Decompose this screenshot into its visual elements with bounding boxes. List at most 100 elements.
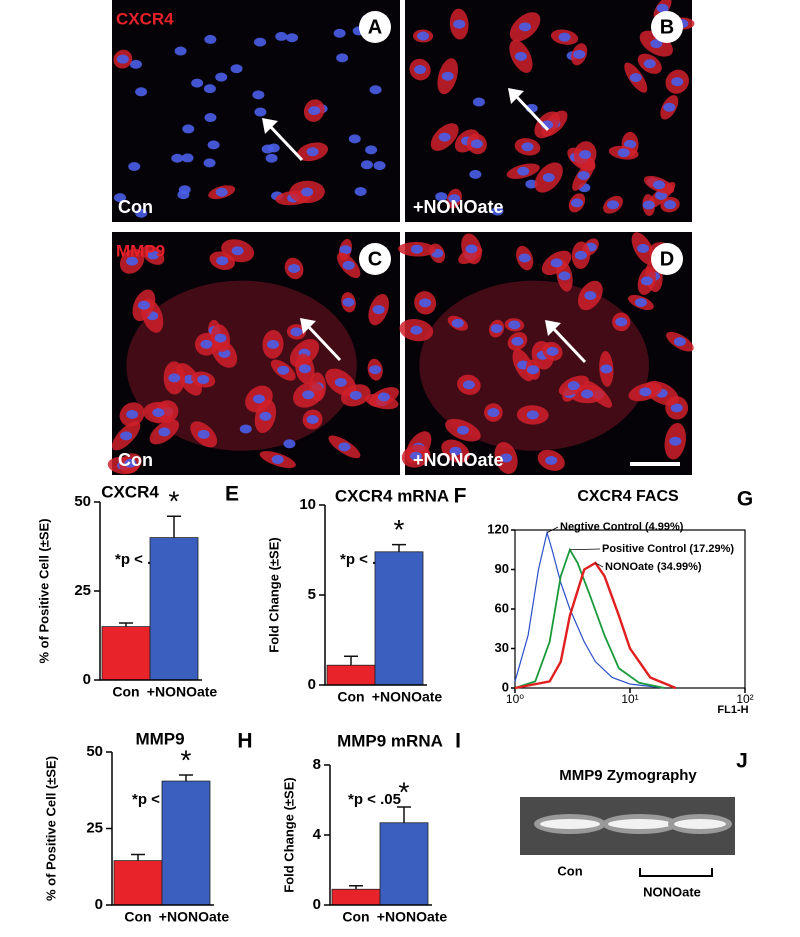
panel-letter: E [225,483,239,506]
nucleus [377,392,390,402]
error-bar [349,885,363,890]
nucleus [275,31,288,41]
nucleus [453,19,466,29]
nucleus [527,365,540,375]
nucleus [669,436,682,446]
nucleus [573,49,586,59]
significance-mark: * [169,486,180,517]
y-tick-label: 50 [86,743,103,760]
nucleus [617,148,630,158]
significance-mark: * [181,744,192,775]
nucleus [462,380,475,390]
nucleus [519,22,532,32]
error-bar [167,515,181,538]
micrograph: D +NONOate [398,232,694,475]
x-tick-label: +NONOate [159,909,230,925]
arrow [512,92,550,132]
nucleus [639,387,652,397]
nucleus [558,271,571,281]
nucleus [137,300,150,310]
nucleus [230,64,243,74]
nucleus [128,162,141,172]
x-tick-label: +NONOate [377,909,448,925]
y-tick-label: 60 [495,600,509,615]
y-tick-label: 0 [95,896,103,913]
nucleus [511,336,524,346]
nucleus [171,153,184,163]
nucleus [254,37,267,47]
nucleus [579,150,592,160]
nucleus [114,193,127,203]
nucleus [584,291,597,301]
error-bar [397,806,411,823]
nucleus [581,389,594,399]
series-line [514,530,665,689]
nucleus [342,260,355,270]
nucleus [441,71,454,81]
y-tick-label: 0 [308,676,316,693]
nucleus [642,200,655,210]
bar [379,822,429,906]
nucleus [410,451,423,461]
legend-label: Negtive Control (4.99%) [560,521,684,533]
bar [101,626,151,681]
arrow-head [545,320,561,336]
y-tick-label: 8 [313,756,321,773]
panel-letter: J [736,750,748,773]
nucleus [259,411,272,421]
x-tick-label: +NONOate [372,689,443,705]
error-bar [131,853,145,861]
nucleus [267,143,280,153]
nucleus [558,32,571,42]
x-tick-label: +NONOate [147,684,218,700]
x-tick-label: Con [124,909,151,925]
nucleus [542,173,555,183]
y-tick-label: 10 [299,496,316,513]
nucleus [448,194,461,204]
nucleus [124,458,137,468]
nucleus [525,179,538,189]
nucleus [126,256,139,266]
panel-letter: I [455,730,461,753]
leader-line [569,548,601,551]
nucleus [650,39,663,49]
condition-label: Con [118,450,153,470]
y-tick-label: 25 [74,582,91,599]
nucleus [252,394,265,404]
nucleus [204,34,217,44]
nucleus [214,333,227,343]
nucleus [215,187,228,197]
nucleus [277,365,290,375]
error-bar [392,543,406,552]
nucleus [550,258,563,268]
nucleus [203,84,216,94]
nucleus [116,54,129,64]
nucleus [456,425,469,435]
bar [331,888,381,906]
nucleus [197,375,210,385]
lane-label: NONOate [643,884,701,899]
nucleus [369,365,382,375]
nucleus [203,158,216,168]
nucleus [174,46,187,56]
nucleus [204,113,217,123]
nucleus [508,320,521,330]
bar [326,664,376,686]
nucleus [567,381,580,391]
nucleus [410,325,423,335]
nucleus [252,90,265,100]
bar [161,780,211,906]
nucleus [615,317,628,327]
nucleus [129,59,142,69]
leader-line [546,526,559,533]
significance-mark: * [394,514,405,545]
lane-bracket [639,868,713,877]
legend-label: Positive Control (17.29%) [602,543,734,555]
y-axis-label: Fold Change (±SE) [266,537,281,652]
y-tick-label: 90 [495,561,509,576]
nucleus [231,246,244,256]
nucleus [673,337,686,347]
x-tick-label: Con [112,684,139,700]
nucleus [168,373,181,383]
